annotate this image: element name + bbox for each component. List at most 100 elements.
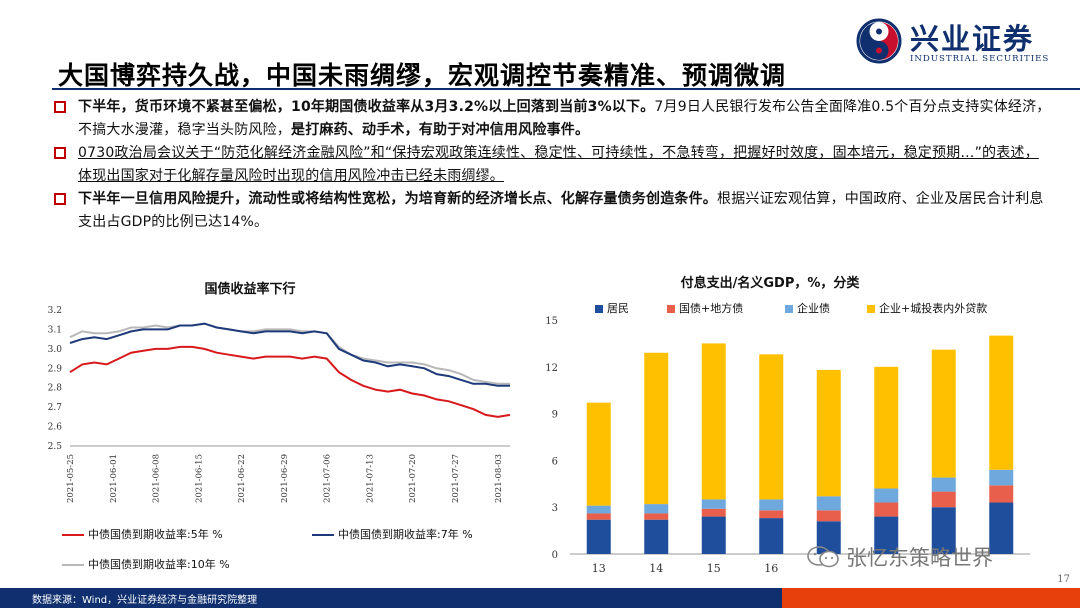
bar-segment-1 [931,491,956,508]
legend-item-corp-bonds: 企业债 [785,300,830,316]
bar-segment-0 [586,519,611,554]
x-tick-label: 16 [764,562,778,575]
bullet-point: 0730政治局会议关于“防范化解经济金融风险”和“保持宏观政策连续性、稳定性、可… [52,142,1052,188]
bar-segment-3 [586,402,611,506]
watermark-text: 张忆东策略世界 [846,546,993,570]
bullet-text-segment: 下半年一旦信用风险提升，流动性或将结构性宽松，为培育新的经济增长点、化解存量债务… [78,191,717,207]
legend-label-loans: 企业+城投表内外贷款 [879,302,988,315]
bullet-text-segment: 0730政治局会议关于“防范化解经济金融风险”和“保持宏观政策连续性、稳定性、可… [78,145,1039,184]
legend-item-loans: 企业+城投表内外贷款 [867,300,987,316]
x-tick-label: 13 [592,562,606,575]
logo-chinese-name: 兴业证券 [910,22,1035,56]
y-tick-label: 2.9 [48,364,63,374]
x-tick-label: 2021-06-08 [152,454,162,503]
bullet-list: 下半年，货币环境不紧甚至偏松，10年期国债收益率从3月3.2%以上回落到当前3%… [52,96,1052,234]
legend-label-10y: 中债国债到期收益率:10年 % [88,558,230,571]
footer-bar: 数据来源：Wind，兴业证券经济与金融研究院整理 [0,588,1080,608]
bar-segment-0 [874,516,899,554]
bar-segment-0 [989,502,1014,554]
bar-segment-3 [701,343,726,500]
y-tick-label: 9 [552,410,558,421]
y-tick-label: 15 [545,316,558,327]
x-tick-label: 2021-07-20 [408,454,418,503]
bar-segment-3 [816,369,841,497]
bar-segment-1 [586,513,611,520]
x-tick-label: 2021-05-25 [66,454,76,503]
bar-segment-2 [759,499,784,511]
bullet-point: 下半年一旦信用风险提升，流动性或将结构性宽松，为培育新的经济增长点、化解存量债务… [52,188,1052,234]
yield-chart-title: 国债收益率下行 [204,282,296,297]
bar-segment-0 [816,521,841,554]
x-tick-label: 2021-06-29 [280,454,290,503]
bar-segment-3 [989,335,1014,470]
legend-item-7y: 中债国债到期收益率:7年 % [312,526,473,542]
logo-mark-icon [856,18,902,64]
bar-segment-0 [931,507,956,554]
footer-navy-band [0,588,782,608]
wechat-icon [807,546,839,568]
series-line-0 [69,345,511,418]
bar-segment-1 [816,510,841,522]
bar-segment-2 [644,504,669,514]
y-tick-label: 2.8 [48,384,63,394]
slide-title: 大国博弈持久战，中国未雨绸缪，宏观调控节奏精准、预调微调 [58,61,787,90]
x-tick-label: 2021-06-22 [237,454,247,503]
bullet-square-icon [54,101,66,113]
legend-item-household: 居民 [595,300,629,316]
x-tick-label: 14 [649,562,663,575]
legend-item-govt-bonds: 国债+地方债 [667,300,743,316]
bar-segment-3 [874,366,899,489]
bar-segment-0 [644,519,669,554]
x-tick-label: 2021-07-27 [451,454,461,503]
legend-item-5y: 中债国债到期收益率:5年 % [62,526,223,542]
bar-segment-0 [759,518,784,554]
title-divider [52,88,1080,90]
bar-segment-2 [701,499,726,509]
x-tick-label: 2021-08-03 [494,454,504,503]
y-tick-label: 3.0 [48,345,63,355]
y-tick-label: 2.7 [48,403,63,413]
series-line-1 [69,322,510,387]
interest-chart-title: 付息支出/名义GDP，%，分类 [680,276,860,291]
bullet-text-segment: 是打麻药、动手术，有助于对冲信用风险事件。 [291,122,590,138]
legend-label-7y: 中债国债到期收益率:7年 % [338,528,473,541]
interest-bar-chart: 0 3 6 9 12 15 13 14 15 16 [545,316,1030,575]
legend-label-household: 居民 [607,302,629,315]
bar-segment-1 [874,502,899,517]
yield-line-chart: 2.5 2.6 2.7 2.8 2.9 3.0 3.1 3.2 2021-05-25 2021-0… [48,306,511,503]
legend-label-corp-bonds: 企业债 [797,302,830,315]
bullet-text-segment: 下半年，货币环境不紧甚至偏松，10年期国债收益率从3月3.2%以上回落到当前3%… [78,99,655,115]
y-tick-label: 6 [552,456,558,467]
bar-segment-2 [586,505,611,514]
y-tick-label: 2.6 [48,423,63,433]
x-tick-label: 2021-06-01 [109,454,119,503]
y-tick-label: 3.1 [48,325,62,335]
bar-segment-2 [989,469,1014,486]
y-tick-label: 3.2 [48,306,62,316]
legend-item-10y: 中债国债到期收益率:10年 % [62,556,230,572]
bar-segment-3 [931,349,956,478]
y-tick-label: 3 [552,503,558,514]
footer-accent-band [782,588,1080,608]
bar-segment-2 [874,488,899,503]
bullet-square-icon [54,147,66,159]
bar-segment-3 [644,352,669,505]
x-tick-label: 15 [707,562,721,575]
bar-segment-1 [644,513,669,520]
x-tick-label: 2021-07-13 [365,454,375,503]
bar-segment-2 [816,496,841,511]
x-tick-label: 2021-06-15 [194,454,204,503]
y-tick-label: 0 [552,550,558,561]
legend-label-govt-bonds: 国债+地方债 [679,302,744,315]
bar-segment-3 [759,354,784,500]
page-number: 17 [1057,574,1070,585]
bar-segment-1 [989,485,1014,503]
bullet-text-segment: 根据兴证宏观估算，中国政府、企业及居民合计利息支出占GDP的比例已达14%。 [78,191,1044,230]
bar-segment-0 [701,516,726,554]
series-line-2 [69,322,510,385]
company-logo: 兴业证券 INDUSTRIAL SECURITIES [852,16,1072,66]
bar-segment-1 [701,508,726,517]
data-source-note: 数据来源：Wind，兴业证券经济与金融研究院整理 [32,595,258,606]
legend-label-5y: 中债国债到期收益率:5年 % [88,528,223,541]
y-tick-label: 12 [545,363,558,374]
